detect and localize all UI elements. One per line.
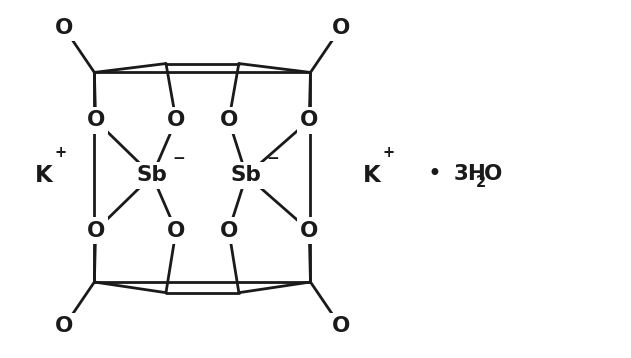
Text: Sb: Sb [231,165,262,185]
Text: O: O [300,110,319,130]
Text: +: + [382,145,394,160]
Text: K: K [363,164,381,187]
Text: O: O [220,221,238,241]
Text: O: O [86,221,105,241]
Text: K: K [35,164,53,187]
Text: O: O [55,316,73,337]
Text: O: O [55,18,73,38]
Text: −: − [266,151,279,166]
Text: +: + [54,145,66,160]
Text: O: O [220,110,238,130]
Text: •: • [428,162,442,186]
Text: Sb: Sb [137,165,168,185]
Text: O: O [484,164,502,184]
Text: −: − [172,151,185,166]
Text: O: O [86,110,105,130]
Text: O: O [300,221,319,241]
Text: O: O [167,110,186,130]
Text: O: O [331,316,350,337]
Text: O: O [167,221,186,241]
Text: 2: 2 [476,175,487,190]
Text: 3H: 3H [454,164,487,184]
Text: O: O [331,18,350,38]
